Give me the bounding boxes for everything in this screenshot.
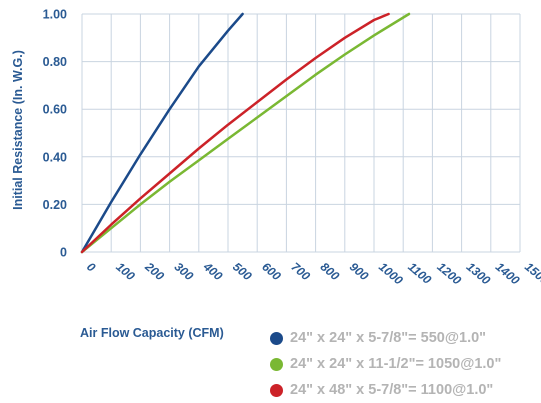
legend-dot-icon	[270, 357, 283, 371]
y-tick-label: 0.40	[43, 150, 67, 164]
legend-label: 24" x 24" x 5-7/8"= 550@1.0"	[290, 330, 487, 346]
x-tick-label: 1500	[522, 260, 541, 288]
x-tick-label: 1000	[376, 260, 406, 288]
x-tick-label: 800	[318, 260, 343, 284]
x-tick-labels: 0 100 200 300 400 500 600 700 800 900 1000 1100 1200…	[84, 259, 541, 288]
legend-dot-icon	[270, 331, 283, 345]
x-tick-label: 500	[230, 260, 255, 284]
x-axis-label: Air Flow Capacity (CFM)	[80, 326, 224, 340]
x-tick-label: 400	[200, 259, 225, 283]
series-line	[80, 12, 244, 254]
x-tick-label: 1400	[493, 260, 523, 288]
y-tick-label: 1.00	[43, 8, 67, 22]
legend-label: 24" x 48" x 5-7/8"= 1100@1.0"	[290, 382, 494, 398]
legend-dot-icon	[270, 383, 283, 397]
x-tick-label: 1200	[434, 260, 464, 288]
series-line	[80, 12, 411, 254]
legend-item: 24" x 24" x 5-7/8"= 550@1.0"	[270, 325, 538, 351]
y-tick-label: 0.20	[43, 198, 67, 212]
y-axis-label: Initial Resistance (In. W.G.)	[11, 50, 25, 210]
x-tick-label: 100	[113, 260, 138, 284]
legend: 24" x 24" x 5-7/8"= 550@1.0" 24" x 24" x…	[270, 325, 538, 403]
y-tick-label: 0.80	[43, 55, 67, 69]
x-tick-label: 200	[142, 259, 167, 283]
x-tick-label: 0	[84, 260, 98, 275]
legend-label: 24" x 24" x 11-1/2"= 1050@1.0"	[290, 356, 502, 372]
grid	[81, 13, 521, 253]
legend-item: 24" x 24" x 11-1/2"= 1050@1.0"	[270, 351, 538, 377]
y-tick-label: 0.60	[43, 103, 67, 117]
x-tick-label: 300	[172, 260, 197, 284]
series-line	[80, 12, 390, 254]
resistance-chart: 0 0.20 0.40 0.60 0.80 1.00 0 100 200 300 400 500 60…	[11, 8, 541, 288]
x-tick-label: 900	[347, 260, 372, 284]
y-tick-label: 0	[60, 246, 67, 260]
x-tick-label: 1100	[405, 260, 434, 288]
series-lines	[80, 12, 411, 254]
x-tick-label: 600	[259, 260, 284, 284]
x-tick-label: 1300	[464, 260, 494, 288]
legend-item: 24" x 48" x 5-7/8"= 1100@1.0"	[270, 377, 538, 403]
x-tick-label: 700	[288, 260, 313, 284]
y-tick-labels: 0 0.20 0.40 0.60 0.80 1.00	[43, 8, 67, 260]
